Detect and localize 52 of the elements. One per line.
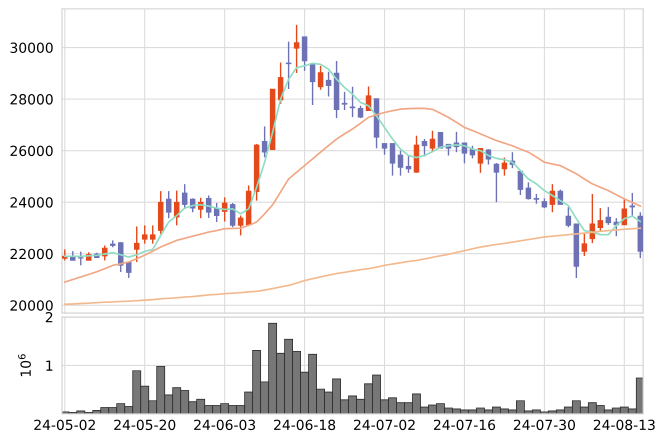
candlestick (318, 65, 324, 91)
candlestick (310, 64, 316, 106)
candlestick (342, 91, 348, 111)
candlestick (534, 193, 540, 204)
x-tick-label: 24-05-02 (34, 420, 95, 430)
x-tick-label: 24-07-30 (514, 420, 575, 430)
candlestick (150, 224, 156, 244)
candlestick (598, 207, 604, 232)
y-axis-title: 10$^{6}$ (18, 354, 31, 376)
candlestick (286, 40, 292, 90)
candlestick (382, 142, 388, 156)
y-tick-label: 2 (46, 312, 52, 322)
candlestick (518, 170, 524, 196)
x-tick-label: 24-07-16 (434, 420, 496, 430)
y-tick-label: 24000 (10, 197, 53, 208)
candlestick (422, 138, 428, 158)
candlestick (542, 198, 548, 209)
candlestick (430, 130, 436, 153)
candlestick (182, 183, 188, 210)
candlestick (470, 145, 476, 160)
candlestick (134, 226, 140, 263)
candlestick (502, 156, 508, 176)
candlestick (262, 126, 268, 158)
candlestick (294, 24, 300, 74)
candlestick (606, 206, 612, 226)
candlestick (494, 162, 500, 203)
x-tick-label: 24-08-13 (594, 420, 655, 430)
candlestick (582, 233, 588, 257)
candlestick (166, 190, 172, 219)
candlestick (238, 214, 244, 236)
y-tick-label: 1 (46, 360, 52, 371)
x-tick-label: 24-06-18 (274, 420, 336, 430)
candlestick (358, 105, 364, 119)
line-series (64, 108, 642, 283)
candlestick (526, 182, 532, 200)
x-tick-label: 24-05-20 (114, 420, 176, 430)
candlestick (406, 154, 412, 174)
candlestick (326, 71, 332, 98)
candlestick (398, 150, 404, 176)
y-tick-label: 20000 (10, 300, 53, 311)
x-tick-label: 24-07-02 (354, 420, 415, 430)
y-tick-label: 26000 (10, 146, 53, 156)
y-tick-label: 22000 (10, 248, 53, 260)
candlestick (142, 224, 148, 244)
y-tick-label: 30000 (10, 42, 53, 54)
candlestick (390, 142, 396, 176)
y-tick-label: 28000 (10, 94, 53, 105)
candlestick (350, 86, 356, 118)
candlestick (230, 202, 236, 228)
candlestick (566, 206, 572, 228)
x-tick-label: 24-06-03 (194, 420, 256, 430)
candlestick (630, 192, 636, 216)
